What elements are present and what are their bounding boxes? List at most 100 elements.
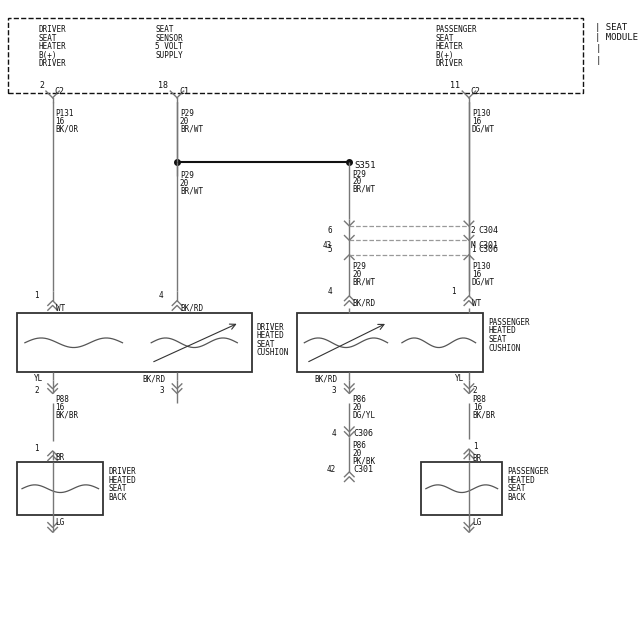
Text: C2: C2 [54, 87, 65, 96]
Text: 2: 2 [473, 386, 477, 395]
Text: 20: 20 [352, 403, 362, 412]
Text: 16: 16 [472, 117, 481, 126]
Text: BR: BR [56, 453, 65, 462]
Text: C2: C2 [471, 87, 481, 96]
Text: SEAT: SEAT [38, 33, 57, 43]
Text: BR: BR [473, 454, 482, 463]
Text: 16: 16 [473, 403, 482, 412]
Text: 43: 43 [323, 241, 332, 249]
Text: B(+): B(+) [38, 51, 57, 60]
Text: P29: P29 [352, 169, 366, 178]
Text: SEAT: SEAT [488, 335, 506, 344]
Text: SUPPLY: SUPPLY [155, 51, 183, 60]
Text: P130: P130 [472, 109, 490, 118]
Text: 1: 1 [451, 287, 456, 295]
Text: DG/YL: DG/YL [352, 411, 375, 420]
Text: CUSHION: CUSHION [488, 344, 520, 353]
Text: 2: 2 [35, 386, 39, 395]
Text: DRIVER: DRIVER [435, 59, 463, 69]
Text: 1: 1 [473, 442, 477, 450]
Text: C1: C1 [179, 87, 189, 96]
Text: YL: YL [34, 374, 43, 383]
Bar [297, 313, 483, 372]
Text: BR/WT: BR/WT [352, 278, 375, 287]
Text: 16: 16 [56, 117, 65, 126]
Bar [17, 313, 252, 372]
Text: BR/WT: BR/WT [180, 186, 203, 196]
Text: 16: 16 [56, 403, 65, 412]
Text: |: | [595, 44, 600, 53]
Text: DRIVER: DRIVER [108, 467, 136, 476]
Text: 1: 1 [35, 444, 39, 452]
Text: LG: LG [56, 518, 65, 527]
Text: 20: 20 [352, 177, 362, 186]
Text: C301: C301 [479, 241, 499, 249]
Text: DG/WT: DG/WT [472, 125, 495, 134]
Text: BR/WT: BR/WT [180, 125, 203, 134]
Text: HEATED: HEATED [507, 476, 535, 484]
Text: 2: 2 [471, 226, 476, 235]
Text: HEATER: HEATER [435, 42, 463, 51]
Text: C306: C306 [353, 429, 373, 438]
Text: WT: WT [472, 299, 481, 307]
Text: 5: 5 [328, 246, 332, 255]
Bar [421, 462, 502, 515]
Text: BK/RD: BK/RD [143, 374, 166, 383]
Text: 5 VOLT: 5 VOLT [155, 42, 183, 51]
Text: CUSHION: CUSHION [257, 348, 289, 357]
Text: 20: 20 [352, 270, 362, 279]
Text: DRIVER: DRIVER [257, 323, 284, 331]
Text: BACK: BACK [108, 493, 127, 502]
Text: PASSENGER: PASSENGER [507, 467, 549, 476]
Text: BK/RD: BK/RD [180, 304, 203, 312]
Text: 42: 42 [326, 464, 336, 474]
Text: 4: 4 [159, 291, 164, 301]
Text: C301: C301 [353, 464, 373, 474]
Text: SEAT: SEAT [435, 33, 454, 43]
Text: | MODULE: | MODULE [595, 33, 638, 42]
Text: BK/BR: BK/BR [473, 411, 496, 420]
Text: P29: P29 [352, 262, 366, 272]
Text: S351: S351 [354, 161, 376, 170]
Text: PK/BK: PK/BK [352, 457, 375, 466]
Text: SEAT: SEAT [257, 340, 275, 349]
Text: 3: 3 [332, 386, 336, 395]
Text: HEATED: HEATED [108, 476, 136, 484]
Text: 2: 2 [39, 81, 44, 90]
Bar [17, 462, 103, 515]
Text: 11: 11 [451, 81, 460, 90]
Text: 16: 16 [472, 270, 481, 279]
Text: P88: P88 [473, 396, 486, 404]
Text: SEAT: SEAT [108, 484, 127, 493]
Text: 3: 3 [159, 386, 164, 395]
Text: LG: LG [472, 518, 481, 527]
Text: P86: P86 [352, 442, 366, 450]
Text: HEATED: HEATED [257, 331, 284, 340]
Text: WT: WT [56, 304, 65, 312]
Text: BACK: BACK [507, 493, 525, 502]
Text: |: | [595, 55, 600, 65]
Text: BK/RD: BK/RD [352, 299, 375, 307]
Text: P130: P130 [472, 262, 490, 272]
Text: P86: P86 [352, 396, 366, 404]
Text: 1: 1 [471, 246, 476, 255]
Text: BK/BR: BK/BR [56, 411, 79, 420]
Text: DG/WT: DG/WT [472, 278, 495, 287]
Text: 1: 1 [35, 291, 39, 301]
Text: B(+): B(+) [435, 51, 454, 60]
Text: C304: C304 [479, 226, 499, 235]
Text: 4: 4 [332, 429, 336, 438]
Text: P131: P131 [56, 109, 74, 118]
Text: M: M [471, 241, 476, 249]
Text: P29: P29 [180, 109, 194, 118]
Text: BR/WT: BR/WT [352, 185, 375, 194]
Text: BK/OR: BK/OR [56, 125, 79, 134]
Text: HEATER: HEATER [38, 42, 66, 51]
Text: HEATED: HEATED [488, 326, 516, 336]
Text: 20: 20 [352, 449, 362, 458]
Text: DRIVER: DRIVER [38, 59, 66, 69]
Text: PASSENGER: PASSENGER [488, 318, 530, 327]
Text: 4: 4 [328, 287, 332, 295]
Text: SEAT: SEAT [507, 484, 525, 493]
Text: 6: 6 [328, 226, 332, 235]
